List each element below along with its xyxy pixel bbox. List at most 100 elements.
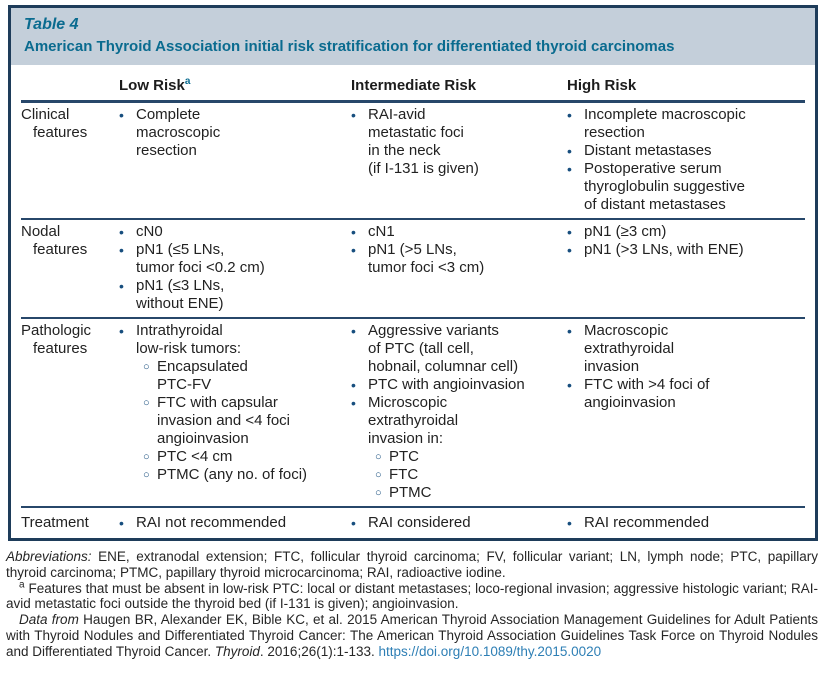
item-text: FTC xyxy=(389,466,419,483)
item-text: PTC <4 cm xyxy=(157,448,233,465)
item-text: Microscopic extrathyroidal invasion in: xyxy=(368,394,459,447)
column-header-row: Low Riska Intermediate Risk High Risk xyxy=(21,65,805,103)
bullet-icon: • xyxy=(351,515,356,531)
item-text: Postoperative serum thyroglobulin sugges… xyxy=(584,160,745,213)
citation-text: Haugen BR, Alexander EK, Bible KC, et al… xyxy=(6,612,818,659)
item-text: RAI-avid metastatic foci in the neck (if… xyxy=(368,106,479,177)
bullet-icon: • xyxy=(351,224,356,240)
sub-bullet-item: ○ PTMC xyxy=(368,484,553,502)
footer-notes: Abbreviations: ENE, extranodal extension… xyxy=(6,549,818,660)
item-text: Encapsulated PTC-FV xyxy=(157,358,248,393)
footnote-text: Features that must be absent in low-risk… xyxy=(6,580,818,612)
bullet-icon: • xyxy=(351,377,356,393)
bullet-icon: • xyxy=(351,323,356,339)
bullet-icon: • xyxy=(351,242,356,258)
item-text: cN1 xyxy=(368,223,395,240)
item-text: PTMC (any no. of foci) xyxy=(157,466,308,483)
abbreviations-text: ENE, extranodal extension; FTC, follicul… xyxy=(6,549,818,580)
bullet-icon: • xyxy=(567,323,572,339)
item-text: PTMC xyxy=(389,484,432,501)
risk-cell: • cN1 • pN1 (>5 LNs, tumor foci <3 cm) xyxy=(351,223,567,313)
bullet-icon: • xyxy=(567,224,572,240)
bullet-icon: • xyxy=(119,107,124,123)
sub-bullet-icon: ○ xyxy=(143,361,150,373)
column-header: High Risk xyxy=(567,77,637,94)
item-text: pN1 (>5 LNs, tumor foci <3 cm) xyxy=(368,241,485,276)
doi-link[interactable]: https://doi.org/10.1089/thy.2015.0020 xyxy=(378,643,602,659)
bullet-icon: • xyxy=(351,107,356,123)
bullet-icon: • xyxy=(567,515,572,531)
bullet-icon: • xyxy=(567,377,572,393)
row-label: Treatment xyxy=(21,514,89,531)
item-text: FTC with capsular invasion and <4 foci a… xyxy=(157,394,291,447)
item-text: pN1 (≥3 cm) xyxy=(584,223,667,240)
sub-bullet-icon: ○ xyxy=(143,469,150,481)
bullet-item: • Distant metastases xyxy=(567,142,791,160)
risk-cell: • Aggressive variants of PTC (tall cell, … xyxy=(351,322,567,502)
citation-suffix: . 2016;26(1):1-133. xyxy=(259,643,375,659)
item-text: pN1 (≤5 LNs, tumor foci <0.2 cm) xyxy=(136,241,265,276)
citation-paragraph: Data from Haugen BR, Alexander EK, Bible… xyxy=(6,612,818,659)
item-text: Macroscopic extrathyroidal invasion xyxy=(584,322,675,375)
bullet-item: • RAI not recommended xyxy=(119,514,337,532)
sub-bullet-icon: ○ xyxy=(143,397,150,409)
table-header-band: Table 4 American Thyroid Association ini… xyxy=(11,8,815,65)
table-row: Treatment • RAI not recommended • RAI consid… xyxy=(21,508,805,538)
footnote-marker: a xyxy=(19,579,25,591)
risk-cell: • RAI not recommended xyxy=(119,514,351,532)
bullet-icon: • xyxy=(567,143,572,159)
table-row: Pathologic features • Intrathyroidal low-r… xyxy=(21,319,805,508)
bullet-item: • FTC with >4 foci of angioinvasion xyxy=(567,376,791,412)
sub-bullet-icon: ○ xyxy=(375,469,382,481)
item-text: FTC with >4 foci of angioinvasion xyxy=(584,376,710,411)
risk-cell: • Macroscopic extrathyroidal invasion • FTC… xyxy=(567,322,805,502)
bullet-icon: • xyxy=(119,278,124,294)
abbreviations-paragraph: Abbreviations: ENE, extranodal extension… xyxy=(6,549,818,581)
risk-cell: • RAI recommended xyxy=(567,514,805,532)
item-text: RAI considered xyxy=(368,514,471,531)
bullet-item: • pN1 (>3 LNs, with ENE) xyxy=(567,241,791,259)
item-text: pN1 (>3 LNs, with ENE) xyxy=(584,241,744,258)
row-label: Clinical features xyxy=(21,106,88,141)
risk-cell: • Intrathyroidal low-risk tumors: ○ Encapsu… xyxy=(119,322,351,502)
table-label: Table 4 xyxy=(24,16,79,33)
bullet-icon: • xyxy=(119,242,124,258)
table-row: Nodal features • cN0 • pN1 (≤5 LNs, tumor fo… xyxy=(21,220,805,319)
table-frame: Table 4 American Thyroid Association ini… xyxy=(8,5,818,541)
bullet-icon: • xyxy=(567,242,572,258)
bullet-item: • Aggressive variants of PTC (tall cell, … xyxy=(351,322,553,376)
bullet-item: • cN1 xyxy=(351,223,553,241)
item-text: cN0 xyxy=(136,223,163,240)
bullet-item: • pN1 (≥3 cm) xyxy=(567,223,791,241)
bullet-item: • RAI-avid metastatic foci in the neck (i… xyxy=(351,106,553,178)
column-header: Intermediate Risk xyxy=(351,77,477,94)
table-title: American Thyroid Association initial ris… xyxy=(24,38,675,55)
item-text: PTC xyxy=(389,448,419,465)
column-superscript: a xyxy=(184,76,191,87)
data-from-label: Data from xyxy=(19,612,79,628)
journal-name: Thyroid xyxy=(214,643,260,659)
sub-bullet-item: ○ FTC with capsular invasion and <4 foci … xyxy=(136,394,337,448)
bullet-item: • RAI recommended xyxy=(567,514,791,532)
row-label: Pathologic features xyxy=(21,322,92,357)
item-text: pN1 (≤3 LNs, without ENE) xyxy=(136,277,225,312)
bullet-icon: • xyxy=(351,395,356,411)
footnote-paragraph: a Features that must be absent in low-ri… xyxy=(6,579,818,613)
bullet-icon: • xyxy=(119,224,124,240)
bullet-item: • Complete macroscopic resection xyxy=(119,106,337,160)
risk-cell: • RAI considered xyxy=(351,514,567,532)
risk-cell: • cN0 • pN1 (≤5 LNs, tumor foci <0.2 cm) • pN… xyxy=(119,223,351,313)
risk-cell: • Complete macroscopic resection xyxy=(119,106,351,214)
table-row: Clinical features • Complete macroscopic r… xyxy=(21,103,805,220)
item-text: PTC with angioinvasion xyxy=(368,376,525,393)
bullet-item: • cN0 xyxy=(119,223,337,241)
item-text: RAI not recommended xyxy=(136,514,287,531)
bullet-item: • pN1 (>5 LNs, tumor foci <3 cm) xyxy=(351,241,553,277)
item-text: Aggressive variants of PTC (tall cell, h… xyxy=(368,322,519,375)
bullet-item: • RAI considered xyxy=(351,514,553,532)
table-rows: Clinical features • Complete macroscopic r… xyxy=(21,103,805,538)
risk-cell: • Incomplete macroscopic resection • Distan… xyxy=(567,106,805,214)
abbreviations-label: Abbreviations: xyxy=(6,549,92,564)
column-header: Low Riska xyxy=(119,76,191,95)
